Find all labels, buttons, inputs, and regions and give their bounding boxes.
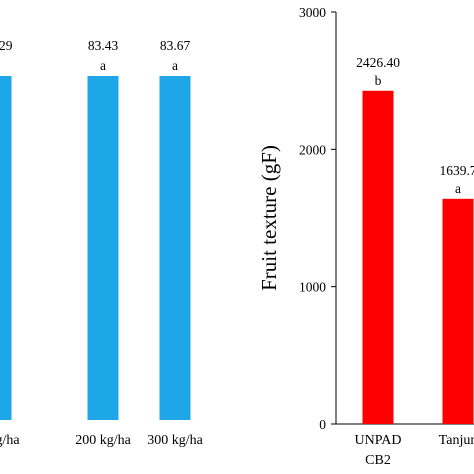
bar-left-2 [159,76,191,420]
bar-left-1 [87,76,119,420]
y-tick-label-1: 1000 [299,280,326,295]
y-tick-label-0: 0 [319,417,326,432]
letter-label-left-2: a [172,58,178,73]
y-axis-label: Fruit texture (gF) [257,145,281,291]
category-label-left-2: 300 kg/ha [147,433,203,448]
letter-label-right-0: b [375,73,382,88]
category-label-left-0: kg/ha [0,433,20,448]
category-label-right-1-line-0: Tanjun [439,433,474,448]
right-chart-panel: Fruit texture (gF) 0 1000 2000 3000 2426.40 b… [257,5,474,468]
value-label-left-0: .29 [0,38,13,53]
letter-label-left-1: a [100,58,106,73]
value-label-right-1: 1639.7 [439,163,474,178]
value-label-right-0: 2426.40 [356,55,400,70]
value-label-left-2: 83.67 [160,38,191,53]
category-label-right-0-line-1: CB2 [365,453,391,468]
y-tick-label-2: 2000 [299,142,326,157]
bar-left-0 [0,76,12,420]
category-label-left-1: 200 kg/ha [75,433,131,448]
value-label-left-1: 83.43 [88,38,119,53]
letter-label-right-1: a [455,181,461,196]
y-tick-label-3: 3000 [299,5,326,20]
bar-right-1 [442,198,474,424]
category-label-right-0-line-0: UNPAD [355,433,402,448]
bar-right-0 [362,90,394,424]
